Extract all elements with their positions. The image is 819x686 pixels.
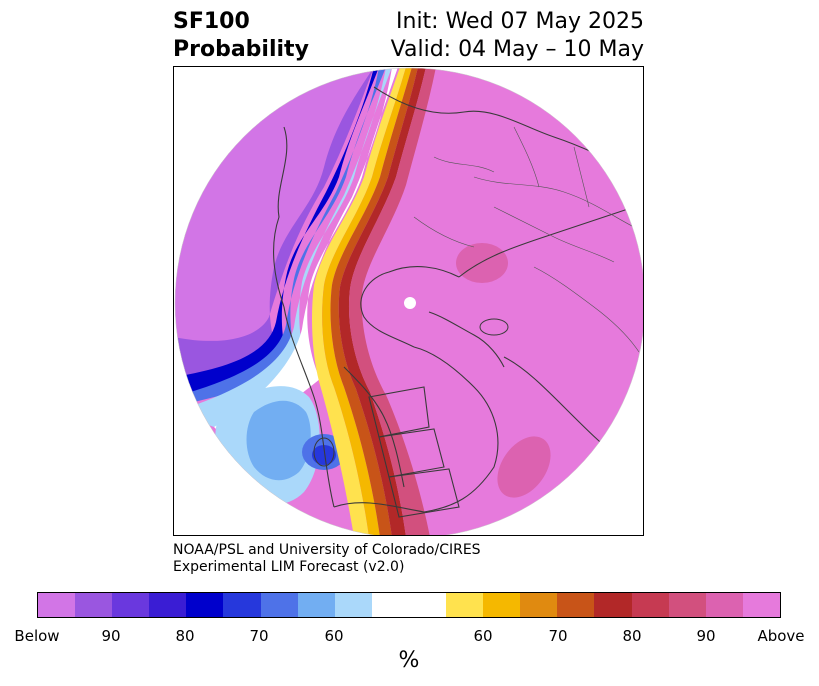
title-left: SF100 Probability bbox=[173, 8, 309, 64]
credit-line-1: NOAA/PSL and University of Colorado/CIRE… bbox=[173, 542, 481, 558]
colorbar-segment bbox=[297, 593, 335, 617]
title-quantity: Probability bbox=[173, 37, 309, 62]
below-60-band bbox=[175, 68, 392, 427]
colorbar-segment bbox=[668, 593, 706, 617]
colorbar-segment bbox=[75, 593, 113, 617]
siberia-patch bbox=[456, 243, 508, 283]
colorbar-segment bbox=[334, 593, 372, 617]
colorbar-tick-label: 80 bbox=[175, 627, 195, 645]
colorbar-label: % bbox=[398, 648, 420, 673]
country-borders bbox=[413, 126, 640, 353]
colorbar-segment bbox=[38, 593, 76, 617]
colorbar-segment bbox=[446, 593, 484, 617]
near-normal-band bbox=[214, 68, 398, 447]
blue-low-core bbox=[312, 445, 336, 465]
colorbar-tick-label: 90 bbox=[696, 627, 716, 645]
colorbar-segment bbox=[186, 593, 224, 617]
colorbar-tick-label: 70 bbox=[249, 627, 269, 645]
colorbar-tick-label: 60 bbox=[473, 627, 493, 645]
title-variable: SF100 bbox=[173, 9, 250, 34]
above-70-band bbox=[322, 68, 412, 535]
pole-marker bbox=[404, 297, 416, 309]
colorbar-segment bbox=[223, 593, 261, 617]
above-95-band bbox=[348, 68, 436, 535]
island-outline bbox=[479, 318, 509, 336]
colorbar bbox=[37, 592, 781, 618]
colorbar-segment bbox=[371, 593, 447, 617]
valid-range: Valid: 04 May – 10 May bbox=[390, 37, 644, 62]
colorbar-segment bbox=[149, 593, 187, 617]
below-80-band bbox=[175, 68, 379, 397]
colorbar-tick-label: 80 bbox=[622, 627, 642, 645]
blue-low-mid bbox=[246, 400, 311, 481]
init-date: Init: Wed 07 May 2025 bbox=[396, 9, 644, 34]
map-panel bbox=[173, 66, 644, 536]
colorbar-tick-label: 90 bbox=[101, 627, 121, 645]
colorbar-segment bbox=[557, 593, 595, 617]
lake-outline bbox=[313, 437, 335, 467]
polar-map bbox=[174, 67, 643, 535]
title-right: Init: Wed 07 May 2025 Valid: 04 May – 10… bbox=[391, 8, 644, 64]
coastlines bbox=[273, 86, 643, 518]
colorbar-tick-label: Below bbox=[14, 627, 60, 645]
colorbar-segment bbox=[260, 593, 298, 617]
colorbar-segment bbox=[112, 593, 150, 617]
credit-block: NOAA/PSL and University of Colorado/CIRE… bbox=[173, 542, 481, 576]
map-boundary bbox=[174, 67, 643, 535]
colorbar-segment bbox=[483, 593, 521, 617]
colorbar-tick-label: 70 bbox=[548, 627, 568, 645]
above-60-band bbox=[312, 68, 406, 535]
probability-field bbox=[175, 68, 643, 535]
colorbar-segment bbox=[631, 593, 669, 617]
colorbar-segment bbox=[705, 593, 743, 617]
purple-band bbox=[175, 68, 374, 387]
credit-line-2: Experimental LIM Forecast (v2.0) bbox=[173, 559, 405, 575]
colorbar-tick-label: 60 bbox=[324, 627, 344, 645]
colorbar-segment bbox=[520, 593, 558, 617]
above-90-band bbox=[338, 68, 426, 535]
colorbar-tick-label: Above bbox=[757, 627, 805, 645]
colorbar-segment bbox=[742, 593, 780, 617]
colorbar-segment bbox=[594, 593, 632, 617]
atlantic-patch bbox=[497, 436, 551, 498]
